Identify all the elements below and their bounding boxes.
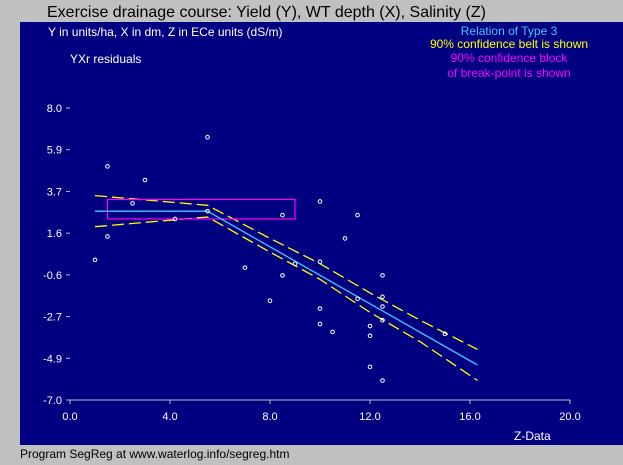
regression-line [95, 210, 478, 366]
data-point [380, 294, 385, 300]
footer-credit: Program SegReg at www.waterlog.info/segr… [20, 447, 290, 461]
data-point [380, 273, 385, 278]
chart: Y in units/ha, X in dm, Z in ECe units (… [20, 22, 623, 445]
data-point [280, 212, 285, 218]
x-tick-label: 20.0 [559, 411, 580, 423]
y-tick-label: -2.7 [43, 312, 62, 324]
x-axis-label: Z-Data [514, 429, 551, 443]
y-tick-label: -4.9 [43, 353, 62, 365]
data-point [442, 331, 448, 337]
y-axis-label: YXr residuals [70, 52, 141, 66]
legend-relation: Relation of Type 3 [461, 24, 558, 38]
window-title: Exercise drainage course: Yield (Y), WT … [47, 4, 486, 21]
x-tick-label: 4.0 [162, 411, 177, 423]
x-tick-label: 12.0 [359, 411, 380, 423]
y-tick-label: -7.0 [43, 395, 62, 407]
data-point [355, 296, 360, 302]
y-tick-label: 5.9 [47, 145, 62, 157]
x-tick-label: 8.0 [262, 411, 277, 423]
data-points [92, 134, 448, 383]
data-point [342, 236, 348, 241]
data-point [267, 298, 273, 304]
data-point [280, 273, 285, 278]
data-point [367, 333, 373, 339]
data-point [380, 378, 385, 383]
data-point [205, 134, 210, 140]
legend-block-line2: of break-point is shown [447, 66, 570, 80]
y-tick-label: 3.7 [47, 186, 62, 198]
data-point [317, 259, 323, 265]
y-tick-label: -0.6 [43, 270, 62, 282]
y-tick-label: 1.6 [47, 228, 62, 240]
x-tick-label: 16.0 [459, 411, 480, 423]
regression-layer [95, 210, 478, 366]
confidence-belt-lower [94, 216, 478, 382]
data-point [130, 201, 135, 206]
data-point [242, 265, 248, 270]
breakpoint-block-layer [106, 198, 296, 220]
data-point [367, 323, 373, 329]
x-tick-label: 0.0 [62, 411, 77, 423]
units-note: Y in units/ha, X in dm, Z in ECe units (… [48, 25, 283, 39]
data-point [330, 329, 335, 335]
data-point [380, 317, 385, 323]
data-point [367, 364, 373, 370]
data-point [317, 306, 323, 311]
data-point [205, 208, 210, 214]
axes: 0.0 4.0 8.0 12.0 16.0 20.0 8.0 5.9 3.7 1.6 -0.6 -2.… [43, 103, 581, 423]
data-point [142, 177, 148, 183]
data-point [380, 304, 385, 309]
legend-belt: 90% confidence belt is shown [430, 37, 588, 51]
data-point [105, 164, 110, 169]
chart-panel [20, 22, 623, 445]
data-point [292, 261, 298, 267]
data-point [92, 257, 98, 263]
legend-block-line1: 90% confidence block [451, 51, 569, 65]
data-point [317, 321, 323, 327]
data-point [172, 216, 178, 222]
data-point [317, 199, 323, 204]
data-point [105, 234, 110, 239]
y-tick-label: 8.0 [47, 103, 62, 115]
breakpoint-block [106, 198, 296, 220]
data-point [355, 212, 360, 218]
